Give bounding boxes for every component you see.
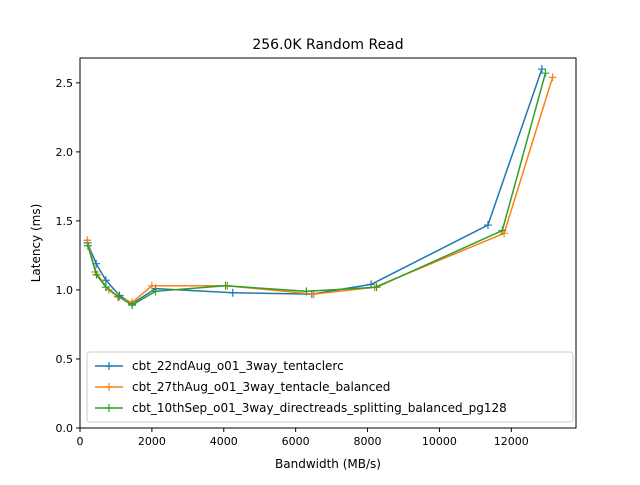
chart-legend: cbt_22ndAug_o01_3way_tentaclerc cbt_27thA…: [86, 351, 574, 423]
legend-label: cbt_22ndAug_o01_3way_tentaclerc: [132, 359, 344, 373]
y-axis-label: Latency (ms): [29, 204, 43, 283]
data-point-marker: [483, 221, 492, 230]
data-point-marker: [228, 288, 237, 297]
series-3: [83, 69, 550, 310]
x-tick-label: 2000: [138, 435, 166, 448]
y-tick-label: 2.5: [56, 77, 74, 90]
y-tick-label: 2.0: [56, 146, 74, 159]
data-point-marker: [541, 69, 550, 78]
data-point-marker: [147, 281, 156, 290]
y-tick-label: 1.5: [56, 215, 74, 228]
legend-label: cbt_10thSep_o01_3way_directreads_splitti…: [132, 401, 507, 415]
data-point-marker: [537, 65, 546, 74]
x-axis-label: Bandwidth (MB/s): [275, 457, 381, 471]
plot-series-group: [83, 65, 557, 310]
data-point-marker: [498, 226, 507, 235]
legend-swatch-marker: [105, 404, 113, 412]
x-tick-label: 4000: [210, 435, 238, 448]
data-point-marker: [548, 73, 557, 82]
legend-box: [86, 351, 574, 423]
x-tick-label: 8000: [354, 435, 382, 448]
y-tick-label: 1.0: [56, 284, 74, 297]
x-tick-label: 10000: [422, 435, 457, 448]
legend-label: cbt_27thAug_o01_3way_tentacle_balanced: [132, 380, 390, 394]
y-axis-ticks: 0.0 0.5 1.0 1.5 2.0 2.5: [56, 77, 80, 435]
data-point-marker: [128, 301, 137, 310]
x-tick-label: 12000: [494, 435, 529, 448]
data-point-marker: [101, 276, 110, 285]
data-point-marker: [101, 283, 110, 292]
data-point-marker: [151, 287, 160, 296]
y-tick-label: 0.5: [56, 353, 74, 366]
x-axis-ticks: 0 2000 4000 6000 8000 10000 12000: [77, 428, 529, 448]
data-point-marker: [372, 283, 381, 292]
plot-frame: [79, 57, 577, 429]
data-point-marker: [83, 241, 92, 250]
data-point-marker: [83, 236, 92, 245]
data-point-marker: [302, 287, 311, 296]
data-point-marker: [221, 281, 230, 290]
data-point-marker: [92, 270, 101, 279]
legend-swatch-marker: [105, 362, 113, 370]
data-point-marker: [114, 292, 123, 301]
legend-swatch-marker: [105, 383, 113, 391]
y-tick-label: 0.0: [56, 422, 74, 435]
chart-title: 256.0K Random Read: [252, 37, 403, 53]
x-tick-label: 6000: [282, 435, 310, 448]
x-tick-label: 0: [77, 435, 84, 448]
